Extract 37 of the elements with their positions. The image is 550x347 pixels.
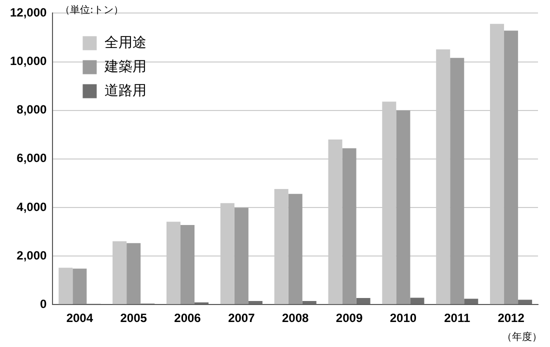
bar [58,268,73,304]
x-tick-label: 2010 [390,311,417,326]
x-tick-label: 2007 [228,311,256,326]
y-tick-label: 10,000 [10,54,48,68]
legend-label: 道路用 [104,82,147,99]
bar [342,148,356,304]
bar [450,58,464,304]
x-tick-label: 2012 [498,311,525,326]
bar [72,268,87,304]
x-tick-label: 2004 [66,311,94,326]
legend-label: 全用途 [104,34,147,51]
bar [180,224,195,304]
y-tick-label: 2,000 [16,248,48,262]
x-tick-label: 2008 [282,311,310,326]
x-tick-label: 2006 [174,311,202,326]
legend-label: 建築用 [104,58,147,75]
bar [288,194,302,304]
bar [410,298,424,304]
y-tick-label: 8,000 [16,102,48,117]
bar [518,300,532,304]
y-tick-label: 6,000 [16,151,48,166]
bar [464,298,478,304]
bar [234,208,248,304]
x-tick-label: 2011 [444,311,470,326]
x-tick-label: 2005 [120,311,148,326]
bar [126,243,141,304]
y-tick-label: 12,000 [10,6,48,20]
bar [396,110,410,304]
bar [504,30,518,304]
x-tick-label: 2009 [336,311,363,326]
bar [356,298,370,304]
y-tick-label: 4,000 [16,200,48,214]
bar [248,300,262,304]
y-axis-title: （単位:トン） [60,4,124,17]
x-axis-title: （年度） [502,330,542,344]
bar [302,300,316,304]
y-tick-label: 0 [40,296,48,311]
